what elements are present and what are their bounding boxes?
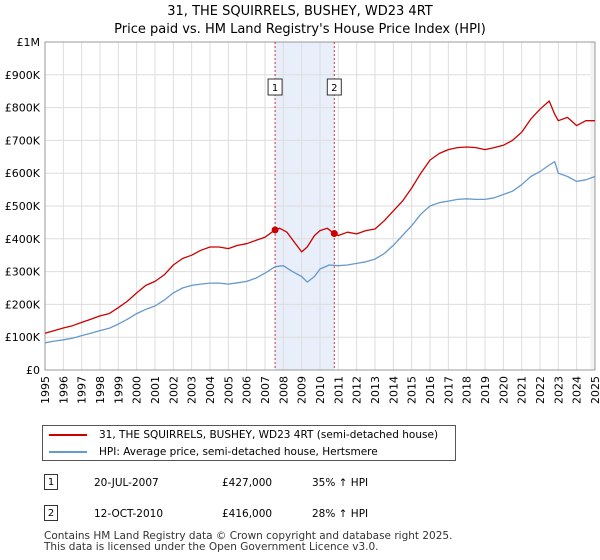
sale-point	[330, 230, 338, 238]
y-tick-label: £1M	[17, 36, 41, 49]
sale-date: 20-JUL-2007	[94, 477, 159, 489]
x-tick-label: 1997	[76, 376, 89, 404]
y-tick-label: £0	[26, 364, 40, 377]
y-tick-label: £800K	[5, 102, 41, 115]
sale-marker-badge	[267, 78, 283, 96]
x-tick-label: 2018	[461, 376, 474, 404]
footer: Contains HM Land Registry data © Crown c…	[44, 531, 452, 553]
sale-row: 2 12-OCT-2010 £416,000 28% ↑ HPI	[44, 505, 564, 523]
sale-marker-label: 2	[331, 83, 337, 94]
x-tick-label: 2019	[479, 376, 492, 404]
sale-badge: 2	[44, 505, 58, 521]
x-tick-label: 2012	[351, 376, 364, 404]
x-tick-label: 2000	[131, 376, 144, 404]
sale-point	[271, 226, 279, 234]
y-tick-label: £500K	[5, 200, 41, 213]
legend: 31, THE SQUIRRELS, BUSHEY, WD23 4RT (sem…	[42, 425, 456, 461]
y-tick-label: £100K	[5, 331, 41, 344]
legend-label-hpi: HPI: Average price, semi-detached house,…	[99, 446, 378, 458]
x-tick-label: 2001	[149, 376, 162, 404]
x-tick-label: 2014	[387, 376, 400, 404]
x-tick-label: 2009	[296, 376, 309, 404]
footer-copyright: Contains HM Land Registry data © Crown c…	[44, 530, 453, 542]
sale-row: 1 20-JUL-2007 £427,000 35% ↑ HPI	[44, 474, 564, 492]
sale-hpi-delta: 28% ↑ HPI	[312, 508, 369, 520]
x-tick-label: 2024	[571, 376, 584, 404]
x-tick-label: 2007	[259, 376, 272, 404]
x-tick-label: 2005	[222, 376, 235, 404]
y-tick-label: £300K	[5, 266, 41, 279]
x-tick-label: 2002	[167, 376, 180, 404]
x-tick-label: 2016	[424, 376, 437, 404]
chart-title: 31, THE SQUIRRELS, BUSHEY, WD23 4RT	[167, 4, 433, 19]
property-price-line	[44, 100, 595, 334]
legend-label-property: 31, THE SQUIRRELS, BUSHEY, WD23 4RT (sem…	[99, 429, 439, 441]
price-chart: £0 £100K £200K £300K £400K £500K £600K £700K £80…	[5, 36, 600, 404]
hpi-line	[44, 161, 596, 344]
y-tick-label: £700K	[5, 134, 41, 147]
y-tick-label: £200K	[5, 298, 41, 311]
footer-licence: This data is licensed under the Open Gov…	[44, 541, 379, 553]
x-tick-label: 2017	[442, 376, 455, 404]
sale-marker-label: 1	[272, 83, 278, 94]
x-tick-label: 2025	[589, 376, 600, 404]
x-tick-label: 2006	[241, 376, 254, 404]
plot-border	[44, 41, 596, 371]
x-tick-label: 1998	[94, 376, 107, 404]
x-tick-label: 2022	[534, 376, 547, 404]
legend-swatch-property	[49, 434, 87, 436]
sale-price: £416,000	[222, 508, 273, 520]
legend-swatch-hpi	[49, 451, 87, 453]
x-tick-label: 2013	[369, 376, 382, 404]
x-tick-label: 2004	[204, 376, 217, 404]
x-tick-label: 2011	[332, 376, 345, 404]
x-tick-label: 2003	[186, 376, 199, 404]
x-tick-label: 1996	[57, 376, 70, 404]
sale-hpi-delta: 35% ↑ HPI	[312, 477, 369, 489]
x-tick-label: 2015	[406, 376, 419, 404]
chart-subtitle: Price paid vs. HM Land Registry's House …	[114, 22, 486, 37]
sale-date: 12-OCT-2010	[94, 508, 163, 520]
sale-price: £427,000	[222, 477, 273, 489]
x-tick-label: 2023	[552, 376, 565, 404]
y-tick-label: £900K	[5, 69, 41, 82]
y-tick-label: £400K	[5, 233, 41, 246]
sale-badge: 1	[44, 474, 58, 490]
forecast-region	[590, 42, 595, 370]
x-tick-label: 2010	[314, 376, 327, 404]
x-tick-label: 2008	[277, 376, 290, 404]
x-tick-label: 2021	[516, 376, 529, 404]
x-tick-label: 2020	[497, 376, 510, 404]
x-tick-label: 1999	[112, 376, 125, 404]
x-tick-label: 1995	[39, 376, 52, 404]
sale-marker-badge	[326, 78, 342, 96]
y-tick-label: £600K	[5, 167, 41, 180]
